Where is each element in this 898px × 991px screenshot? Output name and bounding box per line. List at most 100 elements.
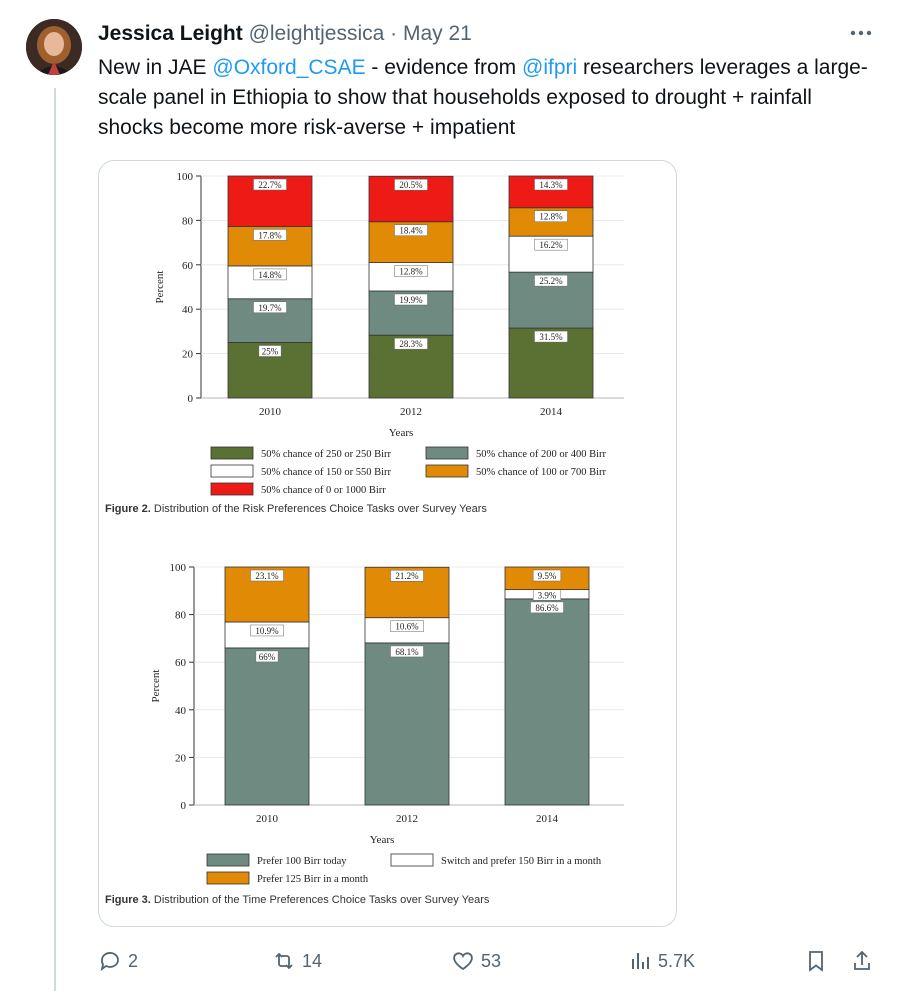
x-tick-label: 2012 (396, 813, 418, 825)
data-label: 16.2% (539, 240, 563, 250)
y-tick-label: 40 (182, 304, 194, 316)
caption-text: Distribution of the Time Preferences Cho… (151, 894, 490, 906)
share-button[interactable] (850, 944, 880, 978)
legend-swatch (390, 853, 434, 867)
author-avatar[interactable] (26, 19, 82, 75)
data-label-box (534, 178, 568, 191)
y-tick-label: 80 (175, 610, 187, 622)
data-label: 68.1% (395, 647, 419, 657)
bar-segment (364, 642, 450, 806)
data-label-box (534, 238, 568, 251)
y-tick-label: 100 (170, 562, 187, 574)
data-label: 3.9% (538, 590, 557, 600)
data-label: 18.4% (399, 226, 423, 236)
x-tick-label: 2014 (536, 813, 559, 825)
figure-2-risk-chart: 0 20 40 60 80 100 Percent 25% 19.7% 14.8% 17.8% 22.… (105, 171, 624, 515)
data-label-box (390, 645, 424, 658)
y-axis-title: Percent (150, 670, 162, 703)
legend-swatch (206, 871, 250, 885)
legend-swatch (425, 464, 469, 478)
data-label: 66% (259, 652, 276, 662)
mention-oxford-csae[interactable]: @Oxford_CSAE (212, 56, 366, 79)
like-count: 53 (481, 950, 502, 971)
data-label-box (534, 330, 568, 343)
y-tick-label: 60 (175, 657, 187, 669)
data-label: 25% (262, 347, 279, 357)
more-options-icon[interactable] (846, 18, 876, 48)
data-label-box (390, 569, 424, 582)
tweet-header: Jessica Leight @leightjessica · May 21 (98, 20, 472, 48)
data-label-box (394, 224, 428, 236)
data-label-box (255, 650, 279, 663)
heart-icon (453, 952, 473, 971)
tweet-text-part-3: researchers leverages a large-scale pane… (98, 56, 868, 139)
legend-label: Prefer 125 Birr in a month (257, 874, 369, 885)
y-tick-label: 20 (182, 349, 194, 361)
tweet-text: New in JAE @Oxford_CSAE - evidence from … (98, 53, 878, 143)
data-label-box (390, 620, 424, 632)
data-label: 12.8% (399, 267, 423, 277)
mention-ifpri[interactable]: @ifpri (522, 56, 578, 79)
x-tick-label: 2014 (540, 406, 563, 418)
figure-caption: Figure 3. Distribution of the Time Prefe… (105, 894, 490, 906)
bookmark-icon (809, 951, 823, 972)
analytics-icon (632, 953, 649, 969)
tweet-action-bar: 2 14 53 5.7K (98, 944, 878, 978)
legend-label: 50% chance of 250 or 250 Birr (261, 449, 392, 460)
data-label: 12.8% (539, 212, 563, 222)
reply-button[interactable]: 2 (98, 944, 138, 978)
views-button[interactable]: 5.7K (628, 944, 695, 978)
data-label-box (394, 293, 428, 306)
data-label-box (253, 268, 287, 281)
reply-count: 2 (128, 950, 139, 971)
legend-label: 50% chance of 200 or 400 Birr (476, 449, 607, 460)
bookmark-button[interactable] (804, 944, 834, 978)
data-label: 86.6% (535, 603, 559, 613)
legend-swatch (210, 482, 254, 496)
bar-segment (224, 647, 310, 806)
data-label: 20.5% (399, 180, 423, 190)
legend-label: 50% chance of 150 or 550 Birr (261, 467, 392, 478)
data-label: 10.6% (395, 622, 419, 632)
tweet-text-part-1: New in JAE (98, 56, 213, 79)
y-tick-label: 100 (177, 171, 194, 183)
tweet-text-part-2: - evidence from (365, 56, 522, 79)
data-label: 9.5% (538, 571, 557, 581)
x-tick-label: 2010 (256, 813, 279, 825)
y-tick-label: 0 (181, 800, 187, 812)
header-separator: · (390, 22, 398, 45)
data-label-box (253, 229, 287, 241)
share-icon (854, 950, 870, 970)
y-tick-label: 0 (188, 393, 194, 405)
x-axis-title: Years (370, 834, 395, 846)
data-label: 31.5% (539, 332, 563, 342)
data-label: 19.7% (258, 303, 282, 313)
data-label-box (532, 569, 562, 582)
data-label: 14.3% (539, 180, 563, 190)
caption-figure-number: Figure 2. (105, 503, 151, 515)
data-label-box (253, 178, 287, 191)
figure-caption: Figure 2. Distribution of the Risk Prefe… (105, 503, 487, 515)
y-tick-label: 40 (175, 705, 187, 717)
tweet-date[interactable]: May 21 (402, 22, 472, 45)
legend-swatch (210, 464, 254, 478)
like-button[interactable]: 53 (451, 944, 501, 978)
data-label-box (258, 345, 282, 357)
x-tick-label: 2012 (400, 406, 422, 418)
repost-button[interactable]: 14 (272, 944, 322, 978)
author-name[interactable]: Jessica Leight (98, 22, 243, 45)
caption-figure-number: Figure 3. (105, 894, 151, 906)
thread-connector-line (54, 88, 56, 991)
legend-label: Prefer 100 Birr today (257, 856, 347, 867)
y-axis-title: Percent (154, 271, 166, 304)
data-label: 17.8% (258, 230, 282, 240)
author-handle[interactable]: @leightjessica (248, 22, 385, 45)
legend-swatch (210, 446, 254, 460)
data-label-box (250, 624, 284, 637)
data-label-box (394, 337, 428, 350)
data-label-box (250, 569, 284, 582)
tweet-media-image[interactable]: 0 20 40 60 80 100 Percent 25% 19.7% 14.8% 17.8% 22.… (98, 160, 677, 927)
repost-icon (275, 952, 293, 970)
figure-3-time-chart: 0 20 40 60 80 100 Percent 66% 10.9% 23.1% 2010 68.1… (105, 562, 624, 906)
y-tick-label: 80 (182, 215, 194, 227)
